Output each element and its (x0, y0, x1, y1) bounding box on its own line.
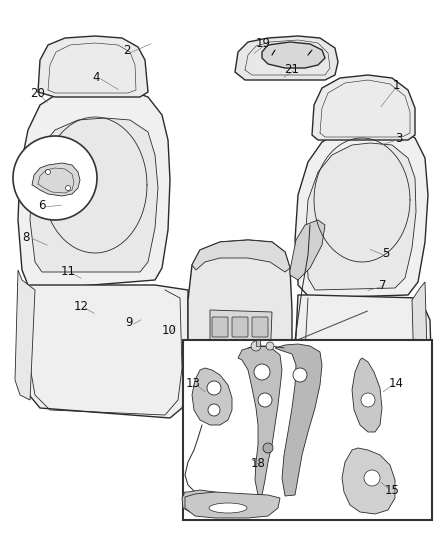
Circle shape (293, 368, 307, 382)
Polygon shape (185, 492, 280, 518)
Circle shape (46, 169, 50, 174)
Polygon shape (182, 490, 235, 515)
Circle shape (364, 470, 380, 486)
Polygon shape (352, 358, 382, 432)
Text: 15: 15 (385, 484, 399, 497)
Text: 9: 9 (125, 316, 133, 329)
Text: 19: 19 (255, 37, 270, 50)
Polygon shape (18, 285, 188, 418)
Polygon shape (235, 36, 338, 80)
Circle shape (258, 393, 272, 407)
Bar (183, 340, 432, 520)
Text: 21: 21 (284, 63, 299, 76)
Circle shape (361, 393, 375, 407)
Polygon shape (238, 346, 282, 495)
Text: 1: 1 (392, 79, 400, 92)
Polygon shape (295, 125, 428, 298)
Polygon shape (275, 344, 322, 496)
FancyBboxPatch shape (212, 317, 228, 337)
Polygon shape (188, 240, 292, 412)
Circle shape (66, 185, 71, 190)
Text: 4: 4 (92, 71, 100, 84)
Text: 2: 2 (123, 44, 131, 57)
Polygon shape (30, 118, 158, 272)
Polygon shape (342, 448, 395, 514)
Text: 5: 5 (382, 247, 389, 260)
FancyBboxPatch shape (232, 317, 248, 337)
Circle shape (266, 342, 274, 350)
Polygon shape (262, 42, 325, 68)
Circle shape (208, 404, 220, 416)
Polygon shape (312, 75, 415, 140)
Polygon shape (412, 282, 428, 408)
Polygon shape (15, 270, 35, 400)
Text: 10: 10 (161, 324, 176, 337)
Polygon shape (210, 310, 272, 362)
Polygon shape (295, 295, 432, 425)
FancyBboxPatch shape (252, 317, 268, 337)
Polygon shape (38, 36, 148, 97)
Text: 3: 3 (395, 132, 402, 145)
Text: 11: 11 (60, 265, 75, 278)
Text: 6: 6 (38, 199, 46, 212)
Polygon shape (192, 368, 232, 425)
Circle shape (13, 136, 97, 220)
Text: 20: 20 (30, 87, 45, 100)
Polygon shape (192, 240, 290, 272)
Polygon shape (256, 340, 260, 346)
Polygon shape (18, 85, 170, 290)
Text: 13: 13 (185, 377, 200, 390)
Ellipse shape (209, 503, 247, 513)
Circle shape (263, 443, 273, 453)
Polygon shape (32, 163, 80, 196)
Text: 14: 14 (389, 377, 404, 390)
Text: 18: 18 (251, 457, 266, 470)
Circle shape (254, 364, 270, 380)
Circle shape (251, 341, 261, 351)
Text: 7: 7 (379, 279, 387, 292)
Polygon shape (290, 220, 325, 280)
Text: 12: 12 (74, 300, 88, 313)
Circle shape (207, 381, 221, 395)
Polygon shape (305, 143, 416, 290)
Text: 8: 8 (23, 231, 30, 244)
